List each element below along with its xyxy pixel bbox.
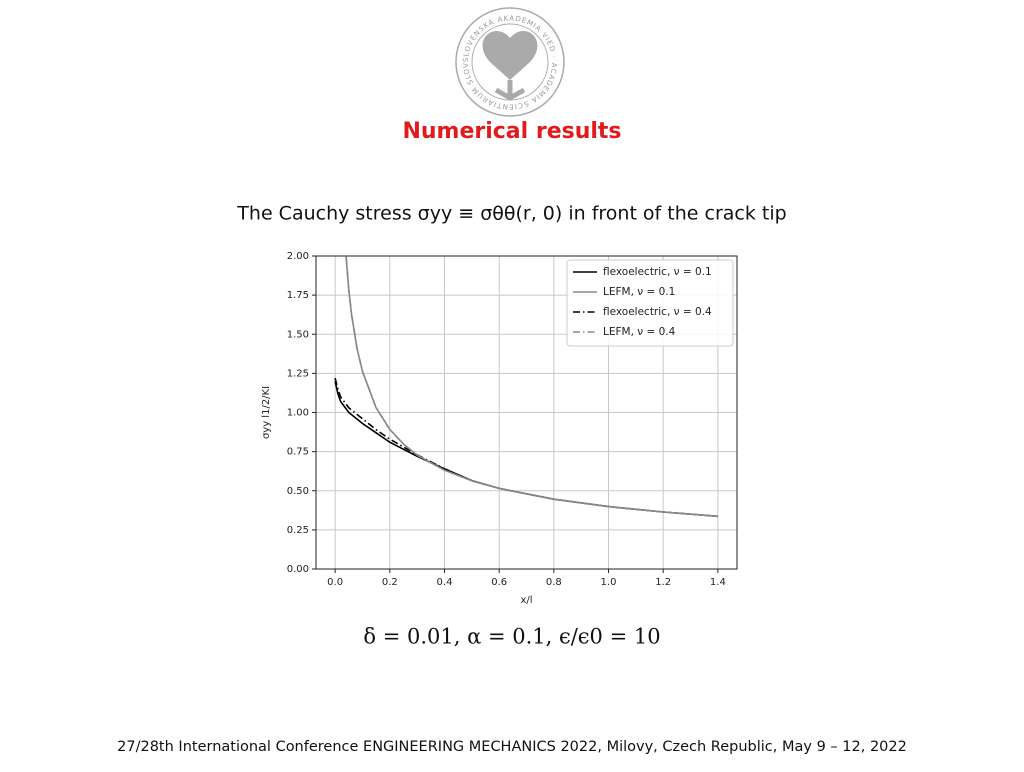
x-tick-label: 0.6: [491, 577, 507, 588]
legend-label: LEFM, ν = 0.1: [603, 286, 675, 298]
x-tick-label: 0.4: [437, 577, 453, 588]
y-tick-label: 1.00: [287, 408, 309, 419]
logo-text-path: SLOVENSKÁ AKADÉMIA VIED · ACADEMIA SCIEN…: [0, 0, 557, 111]
subtitle: The Cauchy stress σyy ≡ σθθ(r, 0) in fro…: [236, 203, 786, 225]
y-tick-label: 0.75: [287, 447, 309, 458]
y-tick-label: 1.75: [287, 290, 309, 301]
legend-label: LEFM, ν = 0.4: [603, 326, 676, 338]
y-tick-label: 1.50: [287, 329, 309, 340]
plot-frame: [315, 255, 738, 570]
chart: 0.0 0.2 0.4 0.6 0.8 1.0 1.2 1.4 0.00 0.25 0.50 0.75…: [261, 251, 738, 606]
data-line: [334, 381, 718, 518]
caption: δ = 0.01, α = 0.1, ϵ/ϵ0 = 10: [363, 625, 660, 649]
x-tick-label: 1.4: [710, 577, 726, 588]
x-tick-label: 0.2: [382, 577, 398, 588]
y-axis-label: σyy l1/2/KI: [261, 386, 272, 439]
legend-label: flexoelectric, ν = 0.1: [603, 266, 712, 278]
data-line: [334, 377, 486, 486]
y-tick-label: 0.00: [287, 564, 309, 575]
x-tick-label: 0.0: [327, 577, 343, 588]
data-line: [345, 256, 718, 518]
y-tick-label: 0.50: [287, 486, 309, 497]
x-tick-label: 1.2: [655, 577, 671, 588]
footer: 27/28th International Conference ENGINEE…: [117, 739, 907, 755]
y-tick-label: 1.25: [287, 368, 309, 379]
y-tick-label: 2.00: [287, 251, 309, 262]
legend-box: [566, 259, 734, 347]
x-tick-label: 0.8: [546, 577, 562, 588]
x-tick-label: 1.0: [601, 577, 617, 588]
y-tick-label: 0.25: [287, 525, 309, 536]
logo: SLOVENSKÁ AKADÉMIA VIED · ACADEMIA SCIEN…: [0, 0, 565, 117]
slide-title: Numerical results: [402, 119, 621, 144]
legend-label: flexoelectric, ν = 0.4: [603, 306, 712, 318]
logo-text: SLOVENSKÁ AKADÉMIA VIED · ACADEMIA SCIEN…: [0, 0, 558, 111]
x-axis-label: x/l: [520, 595, 532, 606]
